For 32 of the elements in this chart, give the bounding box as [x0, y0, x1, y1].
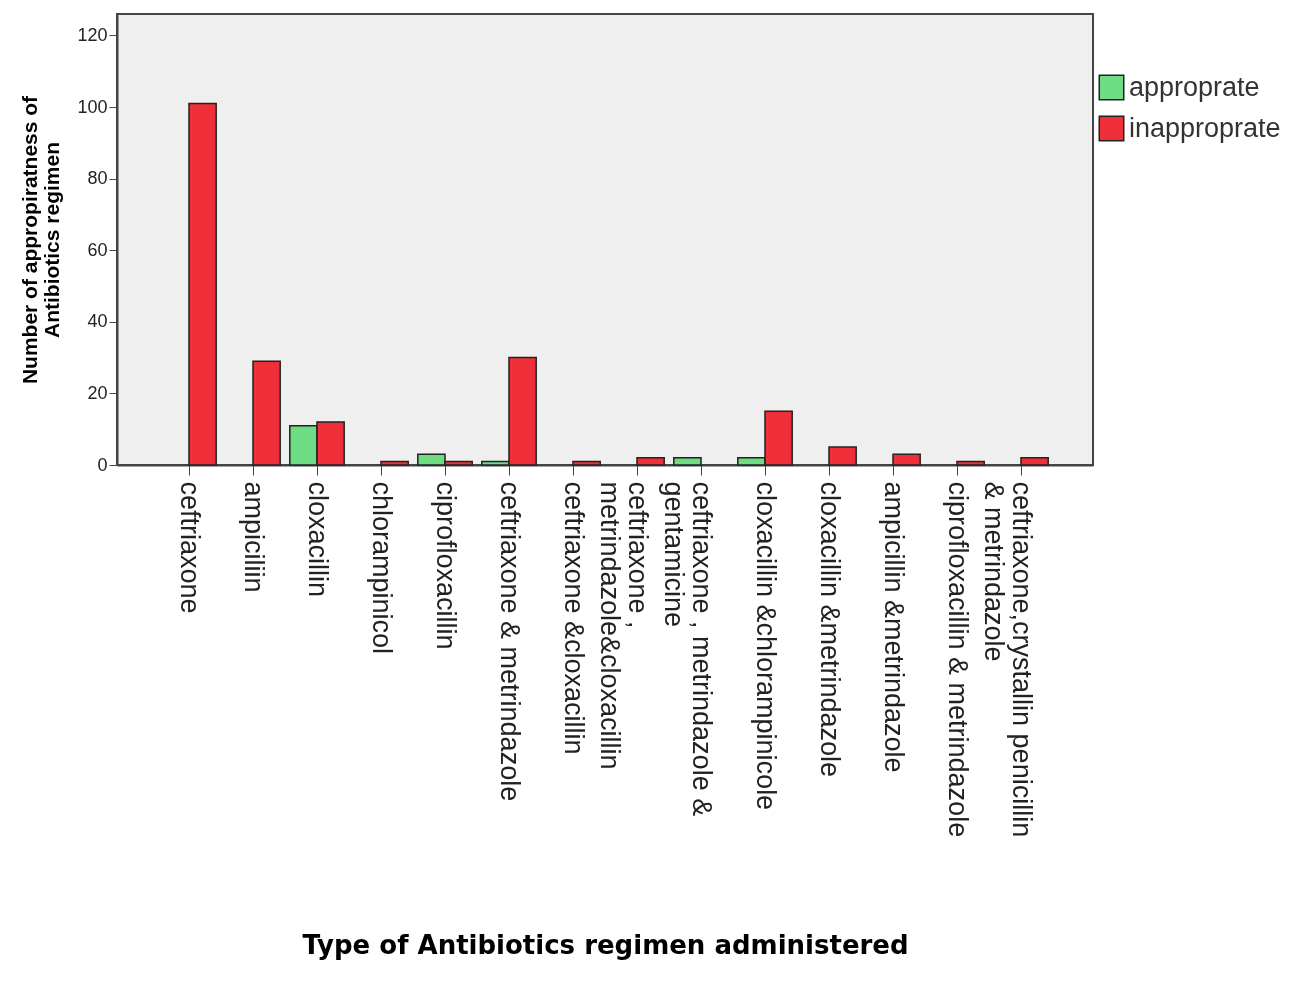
x-tick-label: ampicillin &metrindazole [879, 481, 909, 773]
bar [636, 457, 665, 466]
x-tick-label: ampiciliin [239, 481, 269, 593]
y-tick-label: 100 [77, 96, 108, 117]
bar [188, 102, 217, 466]
bar [572, 460, 601, 466]
y-tick-label: 40 [87, 311, 108, 332]
x-tick-label: ceftriaxone & metrindazole [495, 481, 525, 802]
x-tick-label: ceftriaxone &cloxacillin [559, 481, 589, 755]
y-axis-title: Number of appropiratness of Antibiotics regimen [18, 94, 64, 385]
bar [956, 460, 985, 466]
x-tick-label: ciprofloxacillin & metrindazole [943, 481, 973, 838]
x-tick-label: ciprofloxacillin [431, 481, 461, 650]
bar [252, 360, 281, 466]
y-tick-label: 20 [87, 382, 108, 403]
y-tick-label: 120 [77, 24, 108, 45]
legend-label: approprate [1129, 71, 1260, 102]
x-tick-label: ceftriaxone [175, 481, 205, 614]
bar [828, 446, 857, 466]
bar [380, 460, 409, 466]
x-tick-label: chlorampinicol [367, 481, 397, 655]
y-tick-label: 0 [97, 454, 108, 475]
bar [1020, 457, 1049, 466]
x-tick-label: cloxacillin &chlorampinicole [751, 481, 781, 811]
bar [673, 457, 702, 466]
legend-label: inapproprate [1129, 112, 1281, 143]
x-tick-label: cloxacillin &metrindazole [815, 481, 845, 778]
bar [892, 453, 921, 466]
y-tick-label: 60 [87, 239, 108, 260]
x-axis-title: Type of Antibiotics regimen administered [302, 929, 909, 960]
x-tick-label: cloxacillin [303, 481, 333, 598]
y-tick-label: 80 [87, 168, 108, 189]
